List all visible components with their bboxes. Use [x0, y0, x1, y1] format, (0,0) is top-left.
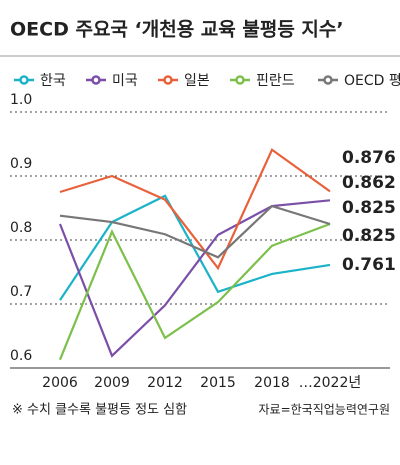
legend-dot — [91, 75, 101, 85]
source: 자료=한국직업능력연구원 — [259, 403, 391, 417]
legend-label: 미국 — [112, 73, 138, 89]
y-tick-label: 1.0 — [10, 92, 32, 108]
y-tick-label: 0.8 — [10, 220, 32, 236]
series-line — [59, 194, 331, 301]
series-line — [58, 222, 331, 361]
legend-dot — [163, 75, 173, 85]
x-tick-label: 2012 — [147, 375, 183, 391]
end-value-label: 0.825 — [342, 198, 396, 218]
legend-label: 핀란드 — [256, 73, 295, 89]
end-value-label: 0.825 — [342, 226, 396, 246]
chart-title: OECD 주요국 ‘개천용 교육 불평등 지수’ — [10, 19, 344, 41]
x-tick-label: 2015 — [200, 375, 236, 391]
series-line — [59, 204, 331, 259]
series-line — [58, 199, 331, 358]
y-tick-label: 0.9 — [10, 156, 32, 172]
x-tick-label: …2022년 — [299, 375, 362, 391]
legend-dot — [235, 75, 245, 85]
legend-label: OECD 평균 — [344, 73, 400, 89]
x-tick-label: 2006 — [42, 375, 78, 391]
x-tick-label: 2009 — [94, 375, 130, 391]
legend-dot — [19, 75, 29, 85]
end-value-label: 0.761 — [342, 255, 396, 275]
legend-label: 한국 — [40, 73, 66, 89]
series-line — [59, 148, 331, 271]
x-tick-label: 2018 — [254, 375, 290, 391]
legend-label: 일본 — [184, 73, 210, 89]
y-tick-label: 0.6 — [10, 348, 32, 364]
note: ※ 수치 클수록 불평등 정도 심함 — [12, 403, 187, 418]
y-tick-label: 0.7 — [10, 284, 32, 300]
end-value-label: 0.862 — [342, 173, 396, 193]
end-value-label: 0.876 — [342, 148, 396, 168]
legend-dot — [323, 75, 333, 85]
